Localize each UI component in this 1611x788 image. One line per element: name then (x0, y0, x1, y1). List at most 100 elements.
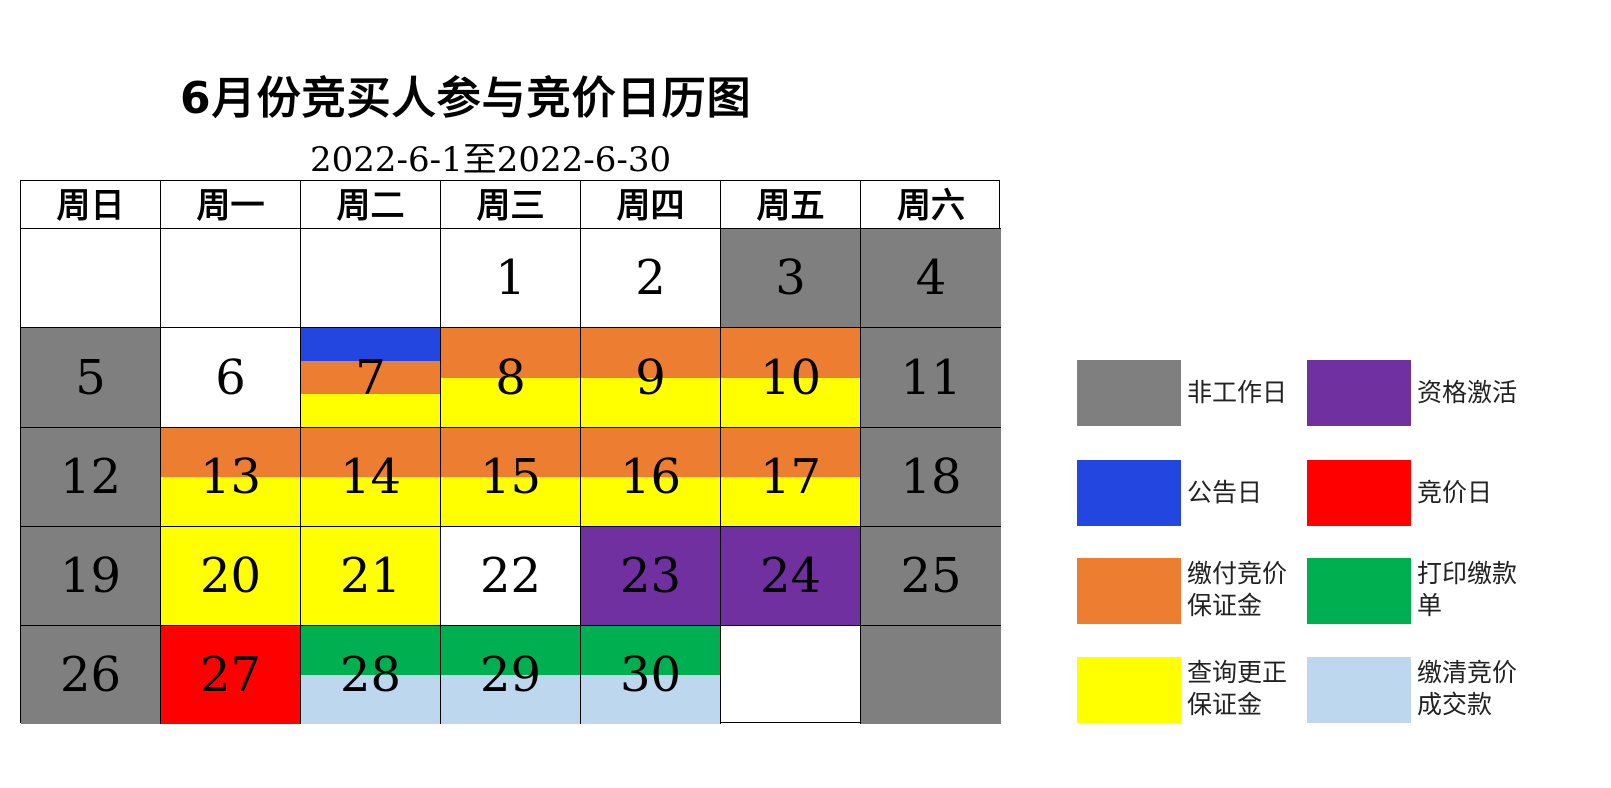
legend-item-nonwork: 非工作日 (1077, 360, 1307, 426)
day-number: 30 (619, 647, 682, 703)
weekday-header: 周二 (301, 181, 441, 229)
day-number: 23 (619, 548, 682, 604)
category-band-nonwork (21, 428, 160, 526)
weekday-header: 周日 (21, 181, 161, 229)
category-band-deposit (301, 428, 440, 477)
category-band-query (161, 527, 300, 625)
category-band-deposit (581, 428, 720, 477)
category-band-query (441, 377, 580, 427)
day-cell (721, 626, 861, 724)
category-band-query (581, 377, 720, 427)
weekday-header: 周一 (161, 181, 301, 229)
day-cell: 3 (721, 229, 861, 328)
category-band-print (441, 626, 580, 675)
category-band-query (441, 477, 580, 526)
day-cell (301, 229, 441, 328)
day-cell: 8 (441, 328, 581, 428)
day-cell: 12 (21, 428, 161, 527)
day-number: 8 (495, 349, 526, 406)
legend-swatch (1307, 460, 1411, 526)
day-cell: 16 (581, 428, 721, 527)
category-band-query (161, 477, 300, 526)
category-band-print (581, 626, 720, 675)
day-number: 3 (775, 250, 806, 306)
weekday-header: 周六 (861, 181, 1001, 229)
day-number: 6 (215, 349, 246, 406)
day-number: 4 (915, 250, 947, 306)
day-number: 29 (479, 647, 542, 703)
legend-label: 资格激活 (1417, 378, 1518, 407)
day-cell: 4 (861, 229, 1001, 328)
day-number: 12 (59, 449, 122, 505)
day-number: 26 (59, 647, 122, 703)
legend-swatch (1307, 360, 1411, 426)
calendar-grid: 周日 周一 周二 周三 周四 周五 周六 1 2 3 4 5 6 7 8 9 10 11 12 13 14 15 16 17 1… (20, 180, 1001, 724)
category-band-query (721, 477, 860, 526)
day-number: 10 (759, 349, 822, 406)
day-cell: 7 (301, 328, 441, 428)
legend-label: 公告日 (1187, 478, 1263, 507)
chart-subtitle: 2022-6-1至2022-6-30 (310, 140, 672, 180)
day-number: 17 (759, 449, 822, 505)
legend-item-bid: 竞价日 (1307, 460, 1537, 526)
day-cell: 5 (21, 328, 161, 428)
day-cell: 25 (861, 527, 1001, 626)
category-band-deposit (301, 361, 440, 394)
day-number (301, 229, 440, 327)
legend-label: 缴清竞价成交款 (1417, 658, 1518, 719)
category-band-nonwork (861, 428, 1001, 526)
day-number: 7 (355, 349, 386, 406)
day-cell: 19 (21, 527, 161, 626)
day-number: 2 (635, 250, 666, 306)
day-cell: 26 (21, 626, 161, 724)
day-cell: 18 (861, 428, 1001, 527)
legend-item-pay: 缴清竞价成交款 (1307, 657, 1537, 723)
category-band-pay (581, 675, 720, 724)
day-cell (161, 229, 301, 328)
day-number: 27 (199, 647, 262, 703)
legend-item-deposit: 缴付竞价保证金 (1077, 558, 1307, 624)
category-band-nonwork (21, 527, 160, 625)
legend-swatch (1077, 360, 1181, 426)
day-number (721, 626, 860, 724)
day-cell: 11 (861, 328, 1001, 428)
day-number: 25 (900, 548, 962, 604)
legend-label: 查询更正保证金 (1187, 658, 1288, 719)
category-band-nonwork (861, 626, 1001, 724)
chart-title: 6月份竞买人参与竞价日历图 (180, 73, 752, 124)
day-cell: 6 (161, 328, 301, 428)
legend-item-activate: 资格激活 (1307, 360, 1537, 426)
category-band-deposit (721, 428, 860, 477)
day-cell: 14 (301, 428, 441, 527)
day-number: 16 (619, 449, 682, 505)
day-cell: 2 (581, 229, 721, 328)
day-number: 20 (199, 548, 262, 604)
day-number: 11 (900, 349, 962, 406)
day-number: 28 (339, 647, 402, 703)
category-band-nonwork (721, 229, 860, 327)
category-band-pay (441, 675, 580, 724)
weekday-header: 周五 (721, 181, 861, 229)
day-cell: 28 (301, 626, 441, 724)
day-cell: 22 (441, 527, 581, 626)
category-band-pay (301, 675, 440, 724)
category-band-deposit (441, 428, 580, 477)
weekday-header: 周四 (581, 181, 721, 229)
legend-label: 打印缴款单 (1417, 559, 1518, 620)
category-band-deposit (161, 428, 300, 477)
day-cell: 24 (721, 527, 861, 626)
day-number: 9 (635, 349, 666, 406)
category-band-query (301, 394, 440, 427)
legend-label: 缴付竞价保证金 (1187, 559, 1288, 620)
category-band-nonwork (21, 328, 160, 427)
category-band-nonwork (861, 229, 1001, 327)
day-cell: 27 (161, 626, 301, 724)
legend-item-print: 打印缴款单 (1307, 558, 1537, 624)
category-band-announce (301, 328, 440, 361)
category-band-query (581, 477, 720, 526)
category-band-deposit (581, 328, 720, 378)
day-number: 13 (199, 449, 262, 505)
category-band-print (301, 626, 440, 675)
day-number: 1 (495, 250, 526, 306)
day-cell: 20 (161, 527, 301, 626)
